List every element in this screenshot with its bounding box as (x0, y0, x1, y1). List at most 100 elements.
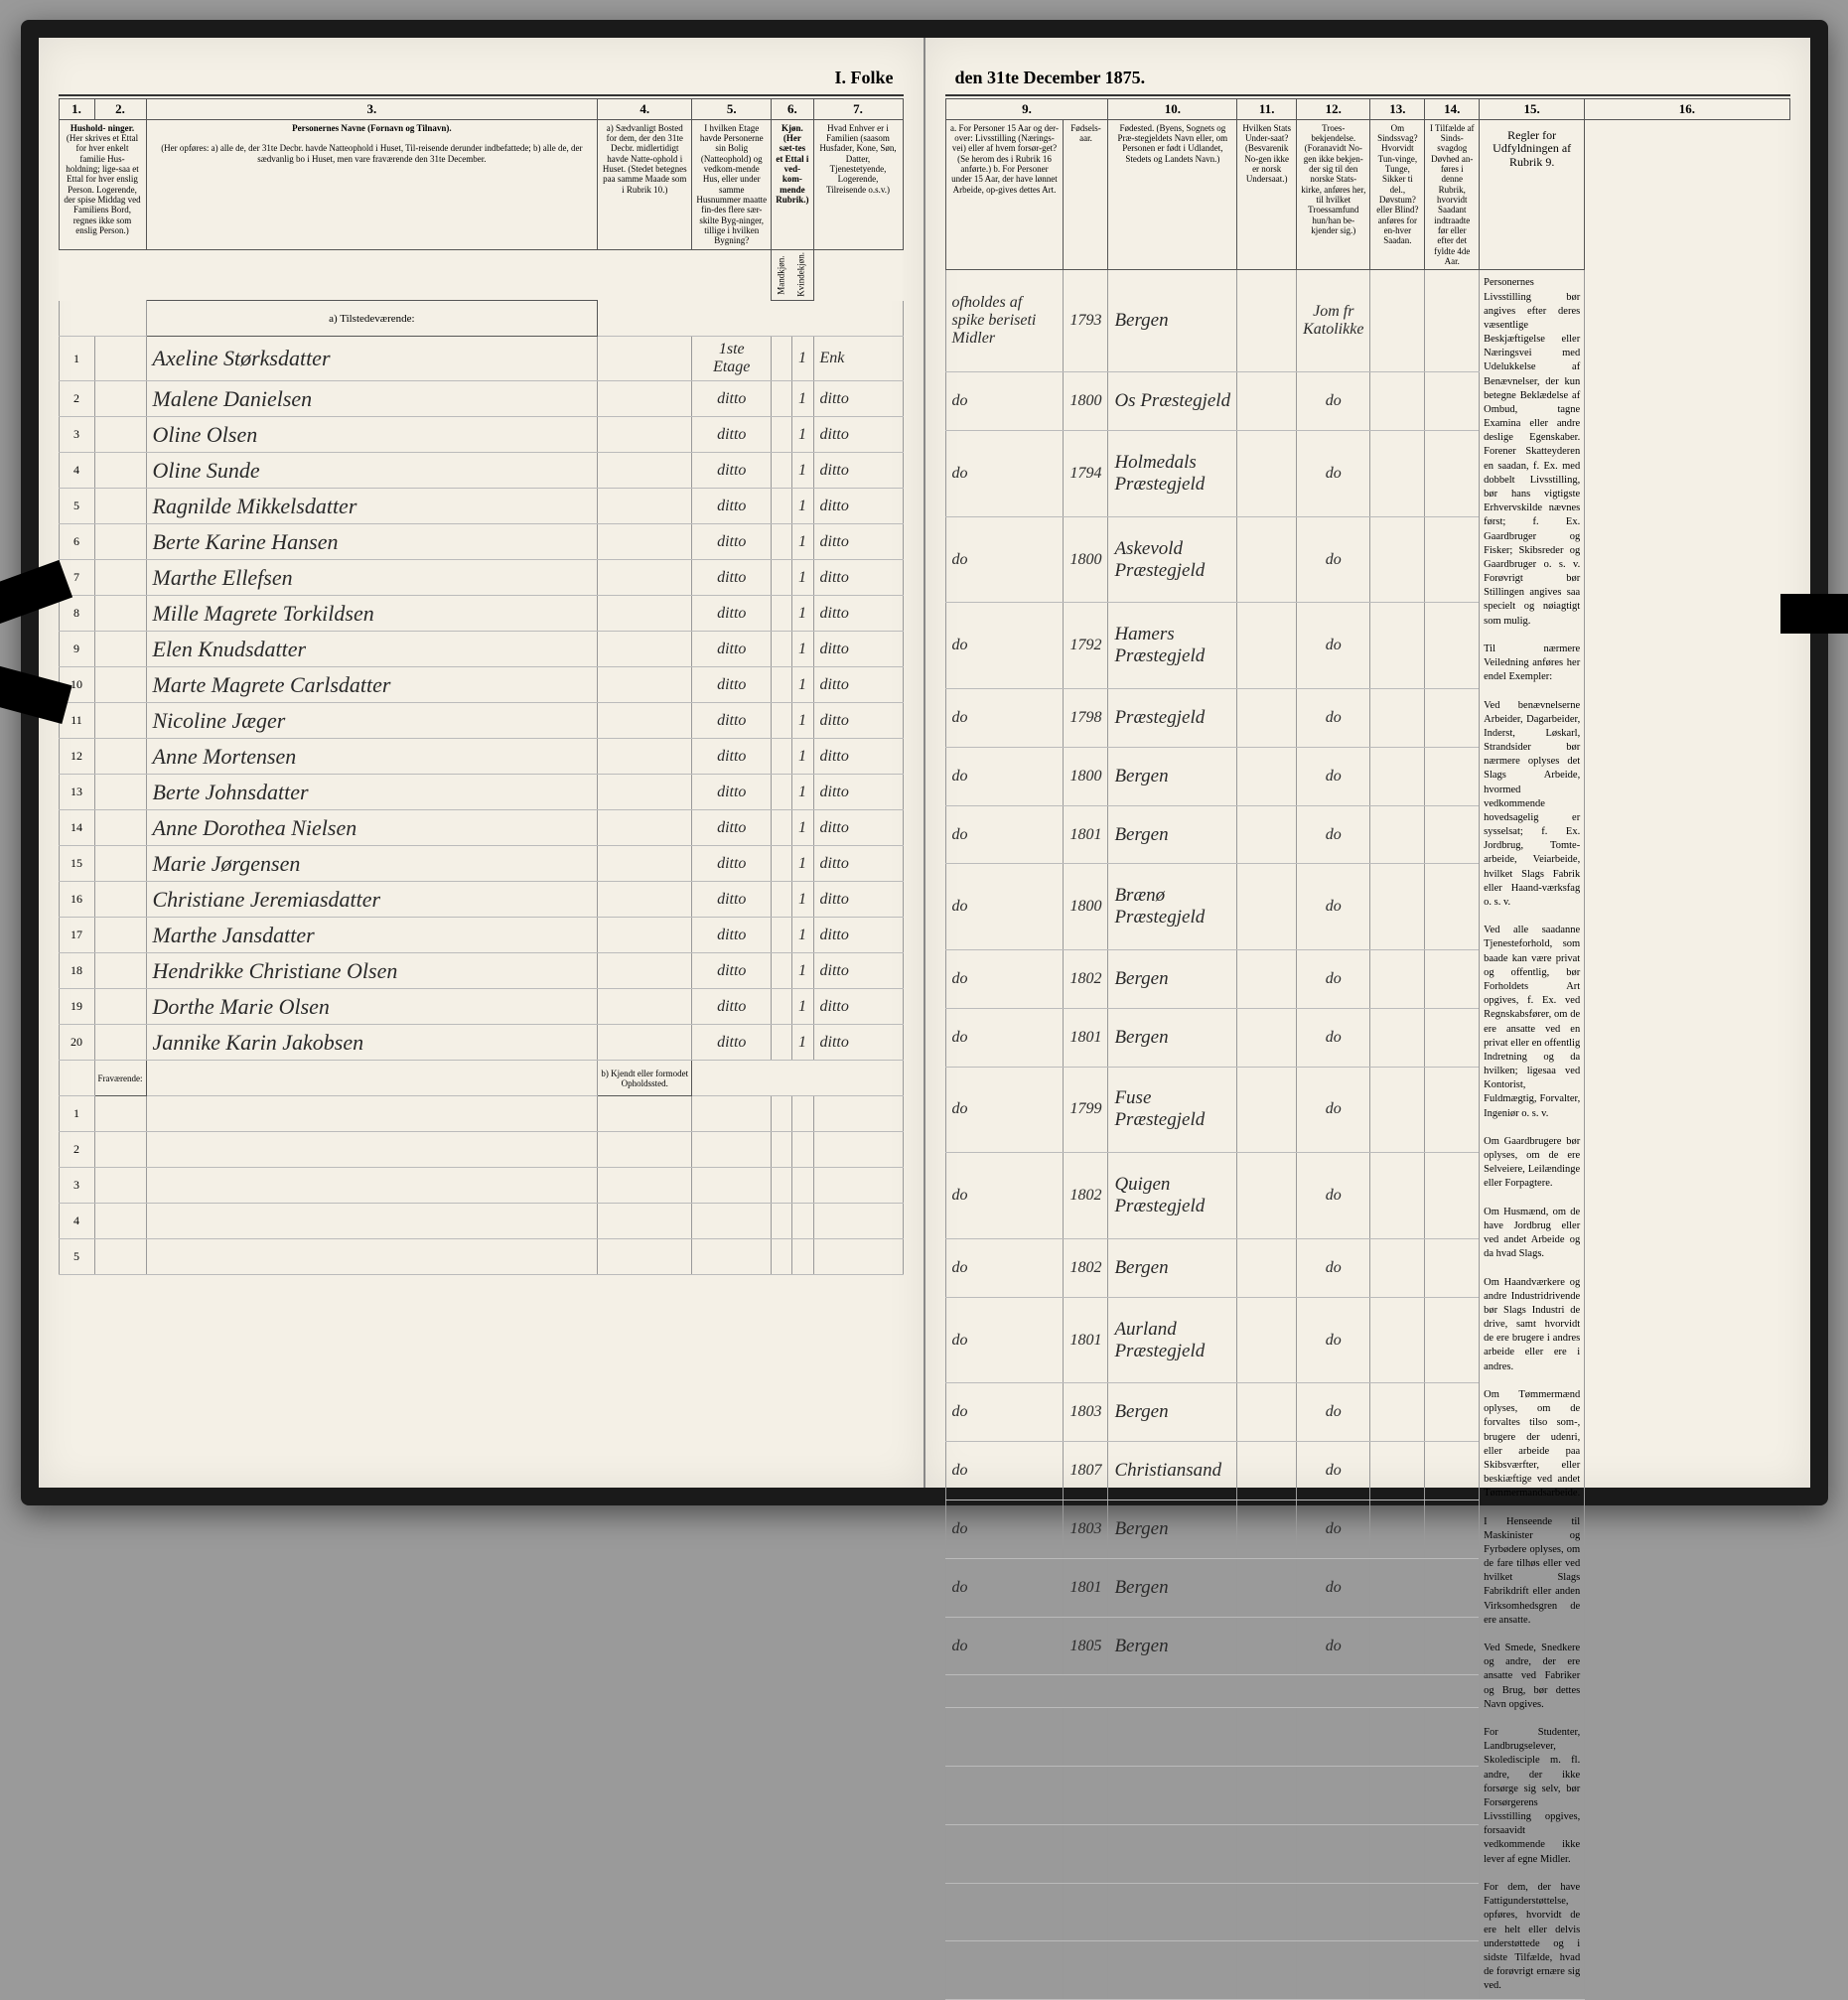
cell-male (772, 667, 791, 703)
cell-occupation: do (945, 747, 1064, 805)
table-row: do 1801 Aurland Præstegjeld do (945, 1297, 1789, 1383)
cell-birth-year: 1807 (1064, 1442, 1108, 1500)
cell-disability-age (1425, 270, 1480, 372)
cell-female: 1 (791, 667, 813, 703)
cell-citizenship (1237, 805, 1297, 864)
cell-name: Elen Knudsdatter (146, 632, 598, 667)
col-header: Regler for Udfyldningen af Rubrik 9. (1480, 119, 1585, 270)
cell-floor: ditto (692, 775, 772, 810)
col-header: Fødested. (Byens, Sognets og Præ-stegjel… (1108, 119, 1237, 270)
cell-disability-age (1425, 1442, 1480, 1500)
cell-religion: do (1297, 516, 1370, 603)
table-row: 17 Marthe Jansdatter ditto 1 ditto (59, 918, 903, 953)
table-row: 15 Marie Jørgensen ditto 1 ditto (59, 846, 903, 882)
row-number: 18 (59, 953, 94, 989)
cell-birthplace: Bergen (1108, 950, 1237, 1009)
cell-disability-age (1425, 1617, 1480, 1675)
col-header: I hvilken Etage havde Personerne sin Bol… (692, 119, 772, 249)
cell-residence (598, 667, 692, 703)
cell-name: Christiane Jeremiasdatter (146, 882, 598, 918)
cell-female: 1 (791, 989, 813, 1025)
cell-female: 1 (791, 1025, 813, 1061)
cell-female: 1 (791, 417, 813, 453)
cell-disability-age (1425, 950, 1480, 1009)
table-row: do 1801 Bergen do (945, 1008, 1789, 1067)
cell-name: Marthe Ellefsen (146, 560, 598, 596)
cell-female: 1 (791, 524, 813, 560)
cell-household (94, 953, 146, 989)
cell-disability-age (1425, 1067, 1480, 1153)
cell-name: Dorthe Marie Olsen (146, 989, 598, 1025)
cell-male (772, 775, 791, 810)
table-row: 18 Hendrikke Christiane Olsen ditto 1 di… (59, 953, 903, 989)
cell-family-role: ditto (813, 453, 903, 489)
col-header: Om Sindssvag? Hvorvidt Tun-vinge, Tunge,… (1370, 119, 1425, 270)
cell-residence (598, 810, 692, 846)
cell-disability (1370, 431, 1425, 517)
cell-citizenship (1237, 1153, 1297, 1239)
col-header: Hvad Enhver er i Familien (saasom Husfad… (813, 119, 903, 249)
cell-citizenship (1237, 950, 1297, 1009)
cell-household (94, 560, 146, 596)
left-page: I. Folke 1. 2. 3. 4. 5. 6. 7. Hushold- n… (39, 38, 924, 1488)
table-row: 6 Berte Karine Hansen ditto 1 ditto (59, 524, 903, 560)
cell-residence (598, 632, 692, 667)
section-absent: Fraværende: (94, 1061, 146, 1096)
table-row-blank (945, 1824, 1789, 1883)
row-number: 13 (59, 775, 94, 810)
table-row: do 1800 Bergen do (945, 747, 1789, 805)
cell-disability (1370, 1153, 1425, 1239)
row-number: 2 (59, 381, 94, 417)
table-row: 20 Jannike Karin Jakobsen ditto 1 ditto (59, 1025, 903, 1061)
col-header: Hvilken Stats Under-saat? (Besvarenik No… (1237, 119, 1297, 270)
cell-male (772, 1025, 791, 1061)
row-number: 4 (59, 453, 94, 489)
cell-household (94, 846, 146, 882)
cell-disability (1370, 270, 1425, 372)
cell-name: Axeline Størksdatter (146, 337, 598, 381)
cell-disability (1370, 864, 1425, 950)
cell-male (772, 596, 791, 632)
cell-citizenship (1237, 431, 1297, 517)
cell-female: 1 (791, 846, 813, 882)
cell-male (772, 560, 791, 596)
cell-birth-year: 1802 (1064, 950, 1108, 1009)
col-num: 3. (146, 99, 598, 120)
cell-occupation: do (945, 1067, 1064, 1153)
col-title: Hushold- ninger. (71, 123, 134, 133)
cell-male (772, 989, 791, 1025)
cell-female: 1 (791, 775, 813, 810)
row-number: 2 (59, 1132, 94, 1168)
cell-occupation: do (945, 1297, 1064, 1383)
cell-disability (1370, 1383, 1425, 1442)
cell-name: Berte Karine Hansen (146, 524, 598, 560)
cell-birth-year: 1800 (1064, 372, 1108, 431)
table-row: 1 Axeline Størksdatter 1ste Etage 1 Enk (59, 337, 903, 381)
col-desc: (Her opføres: a) alle de, der 31te Decbr… (161, 143, 582, 163)
cell-birthplace: Bergen (1108, 1238, 1237, 1297)
cell-male (772, 337, 791, 381)
cell-disability (1370, 603, 1425, 689)
cell-disability (1370, 516, 1425, 603)
table-row: 5 Ragnilde Mikkelsdatter ditto 1 ditto (59, 489, 903, 524)
col-num: 14. (1425, 99, 1480, 120)
cell-birthplace: Bergen (1108, 270, 1237, 372)
cell-citizenship (1237, 1297, 1297, 1383)
cell-household (94, 1025, 146, 1061)
cell-name: Marthe Jansdatter (146, 918, 598, 953)
cell-religion: do (1297, 1008, 1370, 1067)
cell-citizenship (1237, 688, 1297, 747)
cell-male (772, 846, 791, 882)
row-number: 8 (59, 596, 94, 632)
cell-disability (1370, 1558, 1425, 1617)
col-header: Hushold- ninger. (Her skrives et Ettal f… (59, 119, 146, 249)
cell-household (94, 918, 146, 953)
cell-male (772, 953, 791, 989)
table-row: do 1807 Christiansand do (945, 1442, 1789, 1500)
cell-family-role: ditto (813, 953, 903, 989)
cell-name: Oline Olsen (146, 417, 598, 453)
cell-birth-year: 1801 (1064, 1558, 1108, 1617)
table-row: 19 Dorthe Marie Olsen ditto 1 ditto (59, 989, 903, 1025)
table-row: 12 Anne Mortensen ditto 1 ditto (59, 739, 903, 775)
cell-disability-age (1425, 603, 1480, 689)
